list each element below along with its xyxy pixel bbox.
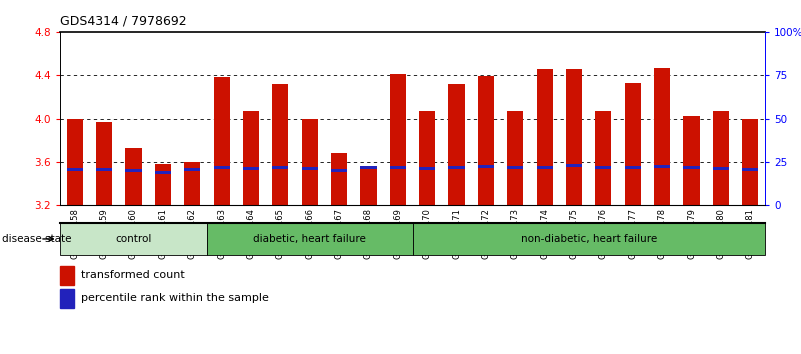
Bar	[155, 171, 171, 174]
FancyBboxPatch shape	[60, 223, 207, 255]
Bar	[713, 167, 729, 170]
Bar	[449, 84, 465, 205]
Bar	[566, 164, 582, 167]
Bar	[214, 166, 230, 169]
Text: percentile rank within the sample: percentile rank within the sample	[81, 293, 269, 303]
Bar	[537, 166, 553, 169]
Text: transformed count: transformed count	[81, 270, 185, 280]
Bar	[66, 168, 83, 171]
Bar	[683, 166, 699, 169]
Bar	[419, 167, 435, 170]
FancyBboxPatch shape	[207, 223, 413, 255]
Text: GDS4314 / 7978692: GDS4314 / 7978692	[60, 14, 187, 27]
Bar	[449, 166, 465, 169]
Text: disease state: disease state	[2, 234, 71, 244]
Text: diabetic, heart failure: diabetic, heart failure	[253, 234, 366, 244]
Bar	[126, 169, 142, 172]
Bar	[96, 168, 112, 171]
Bar	[713, 111, 729, 205]
Bar	[743, 119, 759, 205]
Bar	[66, 119, 83, 205]
Bar	[184, 168, 200, 171]
Bar	[243, 167, 259, 170]
Bar	[743, 168, 759, 171]
FancyBboxPatch shape	[413, 223, 765, 255]
Bar	[625, 83, 641, 205]
Bar	[625, 166, 641, 169]
Bar	[331, 153, 347, 205]
Bar	[390, 74, 406, 205]
Bar	[360, 166, 376, 169]
Bar	[478, 76, 494, 205]
Bar	[419, 111, 435, 205]
Bar	[272, 166, 288, 169]
Bar	[683, 116, 699, 205]
Bar	[302, 167, 318, 170]
Bar	[214, 78, 230, 205]
Bar	[390, 166, 406, 169]
Bar	[272, 84, 288, 205]
Bar	[331, 169, 347, 172]
Bar	[654, 68, 670, 205]
Bar	[243, 111, 259, 205]
Text: non-diabetic, heart failure: non-diabetic, heart failure	[521, 234, 657, 244]
Bar	[155, 164, 171, 205]
Bar	[360, 169, 376, 205]
Bar	[537, 69, 553, 205]
Bar	[126, 148, 142, 205]
Bar	[96, 122, 112, 205]
Bar	[478, 165, 494, 168]
Bar	[595, 166, 611, 169]
Bar	[654, 165, 670, 168]
Bar	[184, 162, 200, 205]
Bar	[595, 111, 611, 205]
Bar	[507, 111, 523, 205]
Bar	[302, 119, 318, 205]
Bar	[507, 166, 523, 169]
Bar	[566, 69, 582, 205]
Text: control: control	[115, 234, 151, 244]
